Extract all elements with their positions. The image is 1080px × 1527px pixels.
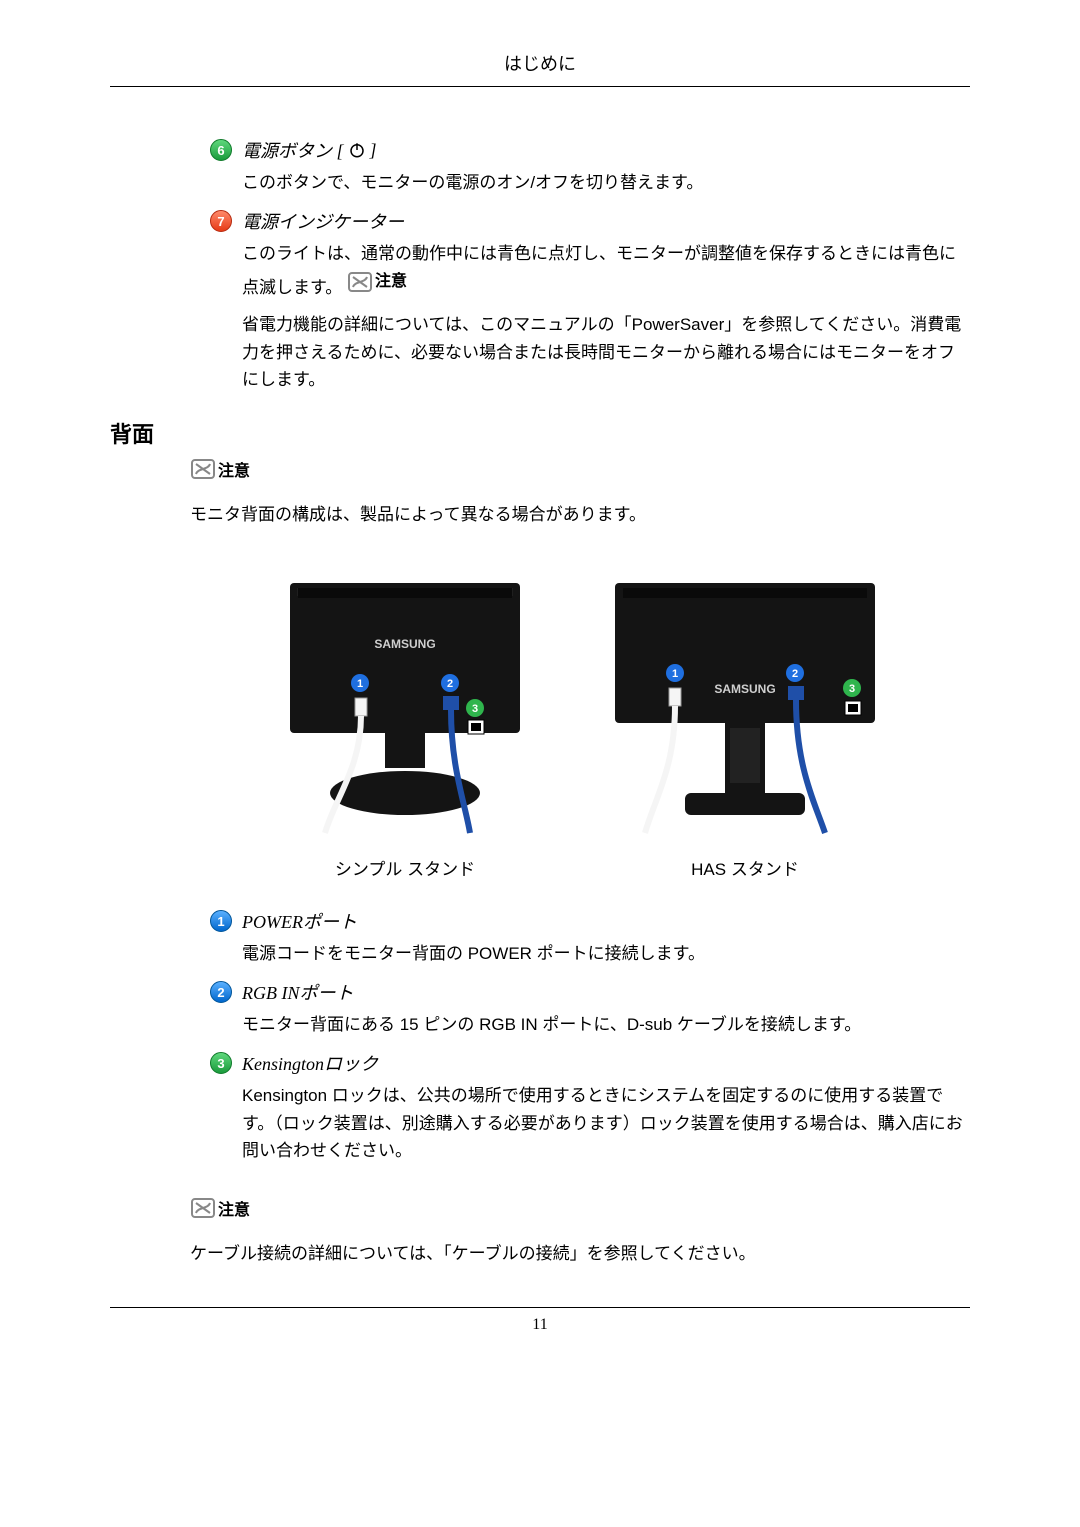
rear-item-1-body: 電源コードをモニター背面の POWER ポートに接続します。: [242, 940, 970, 967]
note-row-1: 注意: [347, 269, 407, 295]
rear-item-3-title-jp: ロック: [324, 1050, 378, 1076]
figure-has-stand: SAMSUNG 1 2 3: [600, 568, 890, 880]
note-label-2: 注意: [218, 457, 250, 481]
rear-item-3-title: Kensington ロック: [242, 1050, 378, 1076]
front-item-7-note-body: 省電力機能の詳細については、このマニュアルの「PowerSaver」を参照してく…: [242, 311, 970, 393]
badge-7: 7: [210, 210, 232, 232]
figure-has-caption: HAS スタンド: [600, 855, 890, 880]
rear-item-2-title-jp: ポート: [300, 979, 354, 1005]
rear-item-1-title: POWER ポート: [242, 908, 357, 934]
svg-text:3: 3: [472, 703, 478, 715]
note-label-3: 注意: [218, 1196, 250, 1220]
rear-item-1: 1 POWER ポート: [210, 908, 970, 934]
rear-item-1-title-en: POWER: [242, 912, 303, 932]
figure-simple-stand: SAMSUNG 1 2 3: [270, 568, 540, 880]
note-icon: [347, 271, 373, 293]
note-row-3: 注意: [190, 1196, 250, 1220]
rear-item-3: 3 Kensington ロック: [210, 1050, 970, 1076]
rear-item-2: 2 RGB IN ポート: [210, 979, 970, 1005]
front-item-7-title: 電源インジケーター: [242, 208, 404, 234]
front-item-6-body: このボタンで、モニターの電源のオン/オフを切り替えます。: [242, 169, 970, 196]
svg-text:2: 2: [792, 668, 798, 680]
badge-r1: 1: [210, 910, 232, 932]
front-item-7-body: このライトは、通常の動作中には青色に点灯し、モニターが調整値を保存するときには青…: [242, 240, 970, 393]
svg-text:3: 3: [849, 683, 855, 695]
rear-item-2-title: RGB IN ポート: [242, 979, 354, 1005]
front-item-6-title-suffix: ]: [370, 140, 377, 161]
front-item-6: 6 電源ボタン [ ]: [210, 137, 970, 163]
page-header-title: はじめに: [110, 50, 970, 87]
rear-intro: モニタ背面の構成は、製品によって異なる場合があります。: [190, 501, 970, 528]
note-icon: [190, 458, 216, 480]
rear-item-1-title-jp: ポート: [303, 908, 357, 934]
svg-text:1: 1: [357, 678, 363, 690]
front-item-6-title-text: 電源ボタン [: [242, 137, 344, 163]
rear-closing: ケーブル接続の詳細については、「ケーブルの接続」を参照してください。: [190, 1240, 970, 1267]
svg-text:2: 2: [447, 678, 453, 690]
front-item-6-title: 電源ボタン [ ]: [242, 137, 377, 163]
rear-item-3-body: Kensington ロックは、公共の場所で使用するときにシステムを固定するのに…: [242, 1082, 970, 1164]
power-icon: [348, 141, 366, 159]
page-number: 11: [110, 1307, 970, 1334]
note-row-2: 注意: [190, 457, 250, 481]
rear-item-3-title-en: Kensington: [242, 1054, 324, 1074]
rear-item-2-title-en: RGB IN: [242, 983, 300, 1003]
note-label-1: 注意: [375, 269, 407, 295]
svg-text:SAMSUNG: SAMSUNG: [374, 637, 435, 651]
badge-r2: 2: [210, 981, 232, 1003]
rear-heading: 背面: [110, 417, 970, 449]
monitor-figures: SAMSUNG 1 2 3: [190, 568, 970, 880]
rear-item-2-body: モニター背面にある 15 ピンの RGB IN ポートに、D-sub ケーブルを…: [242, 1011, 970, 1038]
figure-simple-caption: シンプル スタンド: [270, 855, 540, 880]
svg-text:SAMSUNG: SAMSUNG: [714, 682, 775, 696]
badge-6: 6: [210, 139, 232, 161]
note-icon: [190, 1197, 216, 1219]
badge-r3: 3: [210, 1052, 232, 1074]
svg-text:1: 1: [672, 668, 678, 680]
front-item-7: 7 電源インジケーター: [210, 208, 970, 234]
